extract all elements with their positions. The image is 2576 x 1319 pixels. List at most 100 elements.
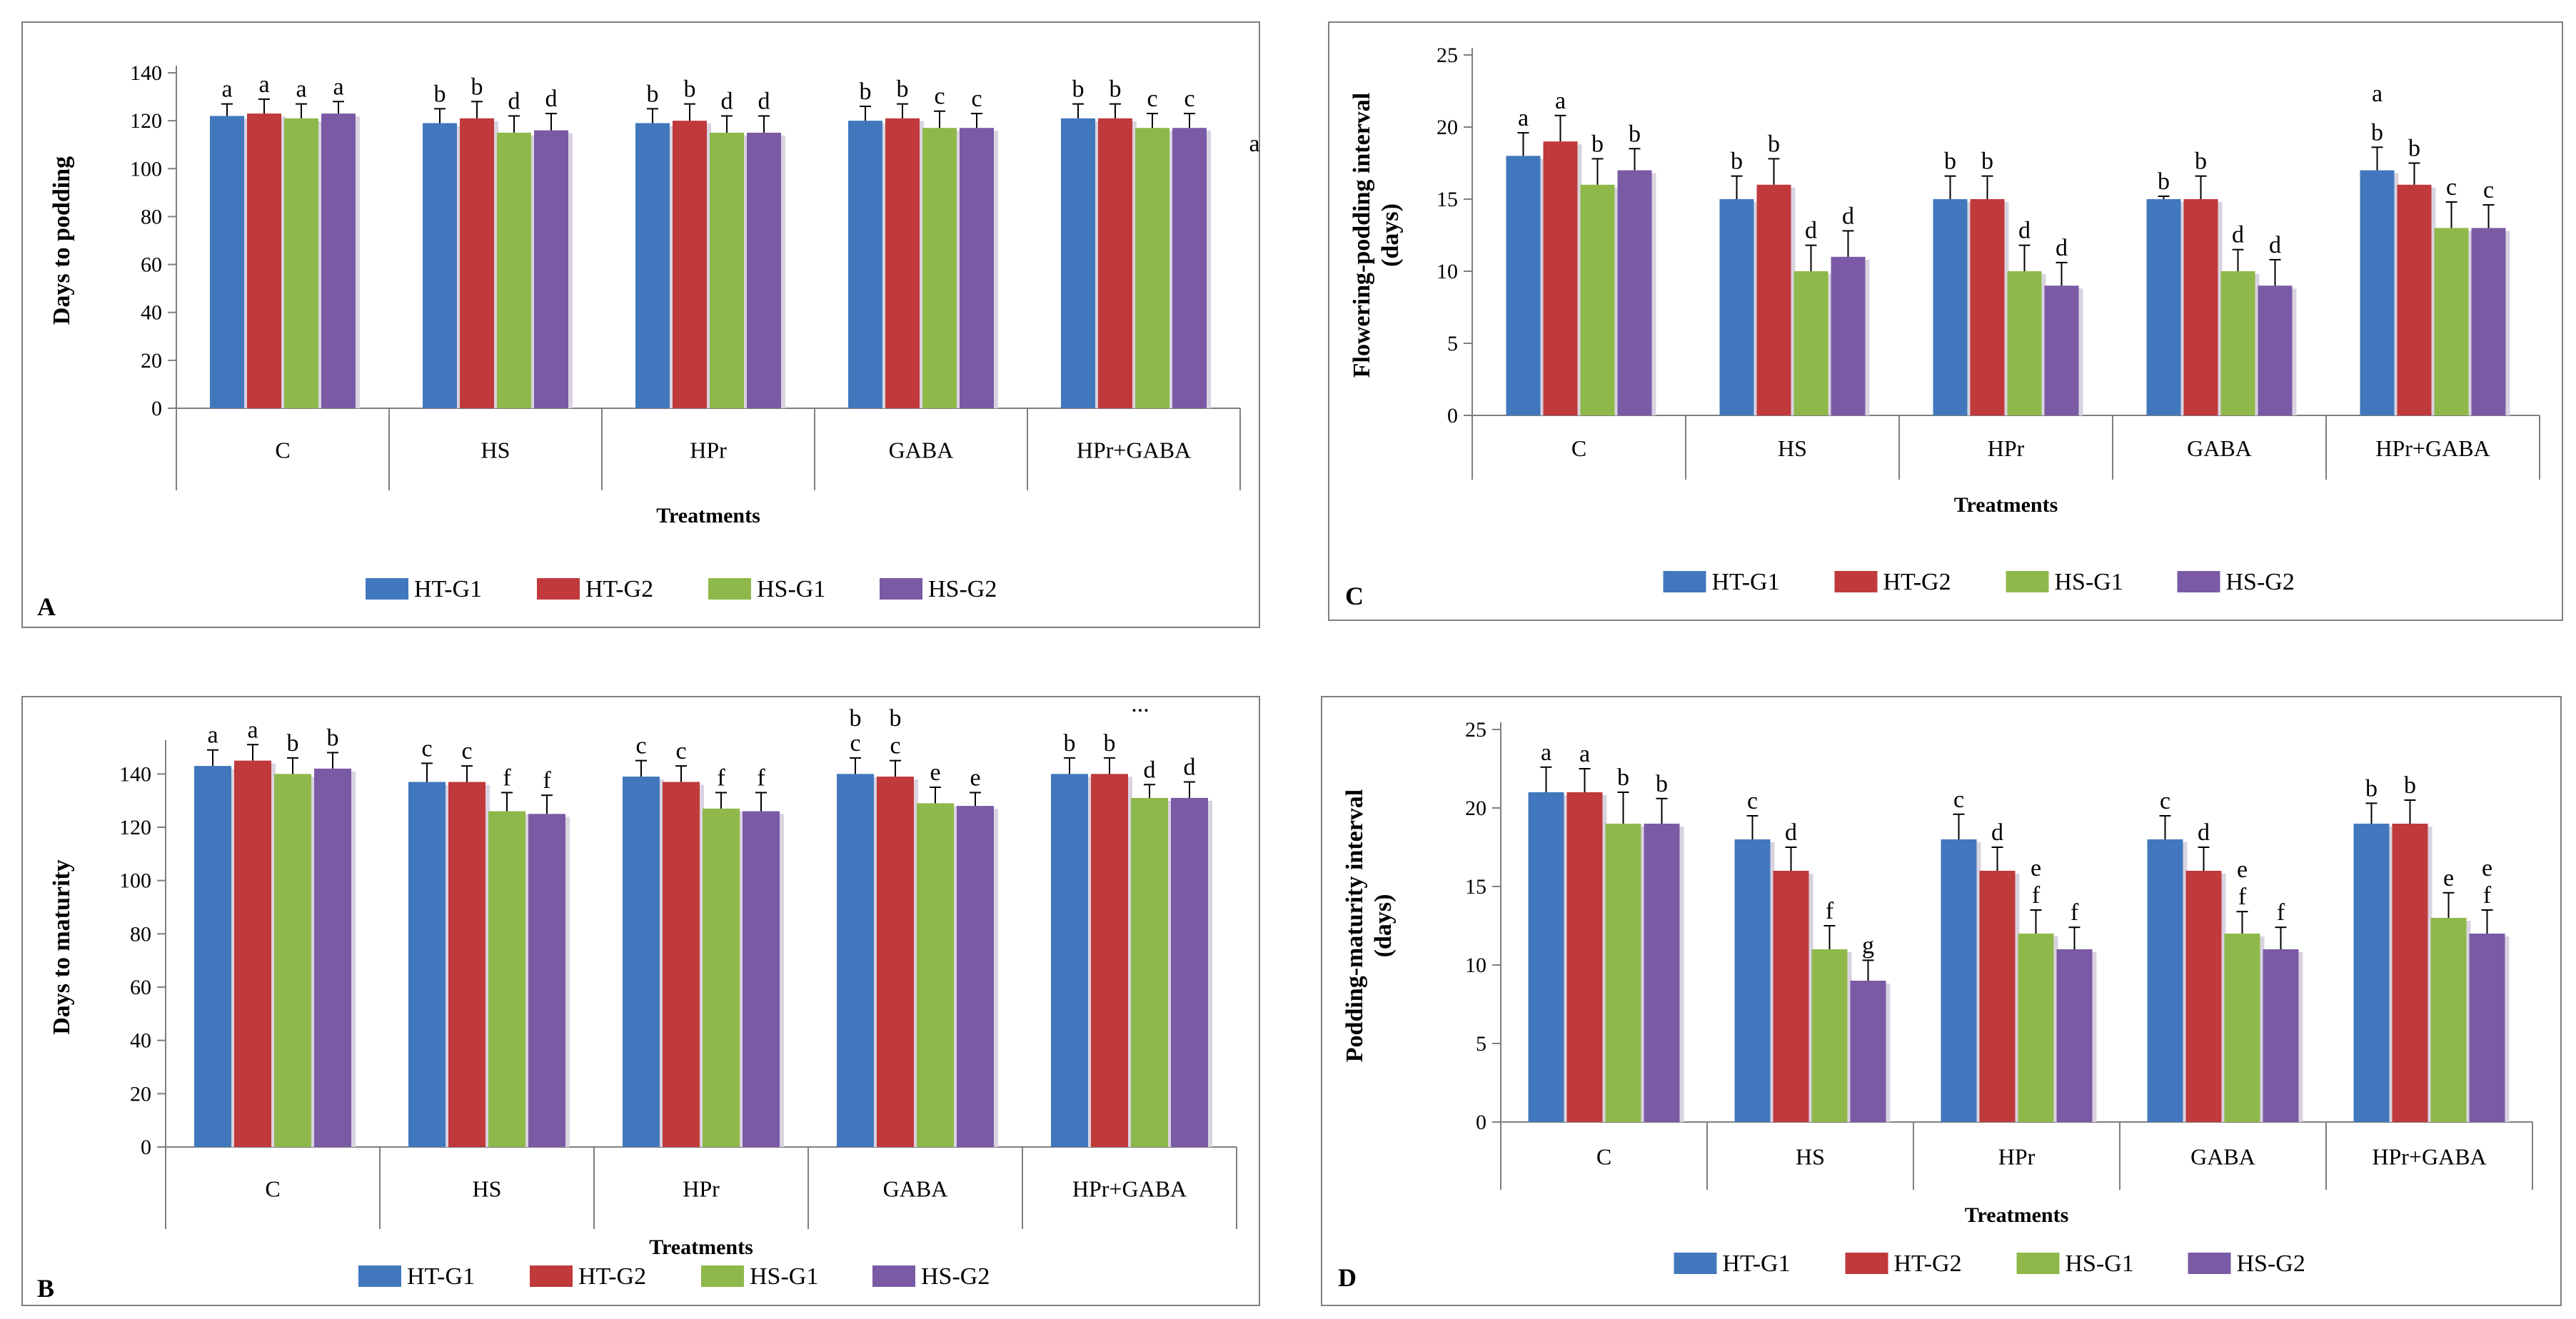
bar <box>2018 934 2054 1122</box>
bar <box>2258 285 2293 415</box>
bar <box>2430 918 2467 1122</box>
significance-letter: a <box>1518 105 1529 131</box>
y-axis-label: Days to podding <box>49 156 75 325</box>
y-tick-label: 40 <box>141 301 162 325</box>
y-tick-label: 20 <box>141 349 162 373</box>
bar <box>957 806 994 1147</box>
significance-letter: c <box>2446 174 2457 201</box>
legend-swatch <box>1674 1253 1717 1274</box>
x-category-label: GABA <box>2187 435 2252 461</box>
bar <box>1793 271 1828 415</box>
chart-panel-c: 0 5 10 15 20 25 Flowering-podding interval(day… <box>1328 21 2563 621</box>
bar <box>848 121 882 408</box>
y-tick-label: 25 <box>1437 44 1458 67</box>
significance-letter: d <box>2198 819 2210 846</box>
legend-swatch <box>2177 571 2220 592</box>
bar <box>1970 199 2005 415</box>
significance-letter-extra: e <box>2237 856 2248 883</box>
legend-label: HT-G2 <box>585 576 653 602</box>
annotation-text: a <box>1249 131 1259 157</box>
x-category-label: HPr+GABA <box>1077 438 1191 463</box>
x-category-label: C <box>1596 1144 1611 1170</box>
significance-letter: b <box>1110 76 1122 103</box>
x-category-label: HS <box>1796 1144 1825 1170</box>
bar <box>922 128 957 408</box>
bar <box>2353 824 2390 1122</box>
significance-letter: c <box>934 84 945 110</box>
legend-label: HT-G2 <box>1894 1250 1962 1277</box>
bar <box>2392 824 2428 1122</box>
bar <box>1773 871 1809 1122</box>
bar <box>1172 128 1207 408</box>
significance-letter: c <box>461 738 472 764</box>
significance-letter: b <box>2195 148 2207 175</box>
significance-letter: b <box>287 730 299 757</box>
significance-letter: d <box>545 86 558 112</box>
bar <box>247 113 281 409</box>
bar <box>2360 170 2395 415</box>
y-tick-label: 0 <box>1447 404 1458 428</box>
bar <box>234 760 271 1147</box>
legend-label: HS-G2 <box>2226 569 2295 595</box>
bar <box>1135 128 1169 408</box>
y-tick-label: 120 <box>130 109 162 133</box>
significance-letter-extra: e <box>2031 855 2041 881</box>
legend-swatch <box>2016 1253 2060 1274</box>
bar <box>673 121 707 408</box>
significance-letter: a <box>207 722 218 749</box>
significance-letter: d <box>2018 218 2031 244</box>
legend-label: HT-G1 <box>1723 1250 1791 1277</box>
significance-letter: c <box>421 735 432 762</box>
y-tick-label: 0 <box>141 1136 151 1159</box>
annotation-text: ... <box>1131 697 1149 717</box>
significance-letter: a <box>1541 739 1551 766</box>
y-tick-label: 100 <box>119 869 151 893</box>
legend-label: HS-G1 <box>2055 569 2123 595</box>
bar <box>960 128 994 408</box>
bar <box>2056 949 2093 1122</box>
y-tick-label: 80 <box>130 922 151 946</box>
chart-a-svg: 0 20 40 60 80 100 120 140 Days to podding C HS HPr G… <box>37 61 1260 621</box>
bar <box>623 777 660 1147</box>
significance-letter: b <box>1731 148 1743 175</box>
y-tick-label: 15 <box>1465 875 1486 899</box>
significance-letter: b <box>647 81 659 107</box>
significance-letter: f <box>1826 898 1834 924</box>
bar <box>1506 156 1541 415</box>
significance-letter: a <box>247 717 258 743</box>
bar <box>663 782 700 1147</box>
y-tick-label: 5 <box>1476 1032 1486 1056</box>
chart-panel-d: 0 5 10 15 20 25 Podding-maturity interval(days… <box>1321 696 2562 1306</box>
x-category-label: C <box>1571 435 1586 461</box>
significance-letter: b <box>434 81 446 107</box>
bar <box>1734 839 1771 1122</box>
legend-label: HT-G2 <box>578 1263 646 1290</box>
y-tick-label: 20 <box>130 1082 151 1106</box>
significance-letter: c <box>1953 787 1964 813</box>
significance-letter: d <box>1785 819 1797 846</box>
bar <box>534 130 568 409</box>
significance-letter: a <box>258 71 269 98</box>
y-tick-label: 20 <box>1465 797 1486 820</box>
significance-letter: b <box>684 76 696 103</box>
chart-panel-b: 0 20 40 60 80 100 120 140 Days to maturity C HS HPr… <box>21 696 1260 1306</box>
y-tick-label: 10 <box>1465 954 1486 977</box>
y-tick-label: 5 <box>1447 332 1458 355</box>
significance-letter: b <box>2404 772 2416 799</box>
y-tick-label: 0 <box>1476 1111 1486 1134</box>
significance-letter: d <box>1842 203 1854 229</box>
bar <box>408 782 446 1147</box>
bar <box>635 123 670 408</box>
panel-label: D <box>1338 1263 1357 1292</box>
significance-letter: c <box>675 738 686 764</box>
significance-letter-extra: b <box>890 705 902 732</box>
x-category-label: HPr <box>683 1176 720 1202</box>
bar <box>2146 199 2181 415</box>
bar <box>1850 981 1886 1122</box>
panel-label: B <box>37 1274 54 1303</box>
bar <box>1051 774 1088 1147</box>
significance-letter: c <box>971 86 982 112</box>
y-tick-label: 140 <box>130 61 162 85</box>
legend-swatch <box>708 578 751 600</box>
significance-letter: b <box>1064 730 1076 757</box>
